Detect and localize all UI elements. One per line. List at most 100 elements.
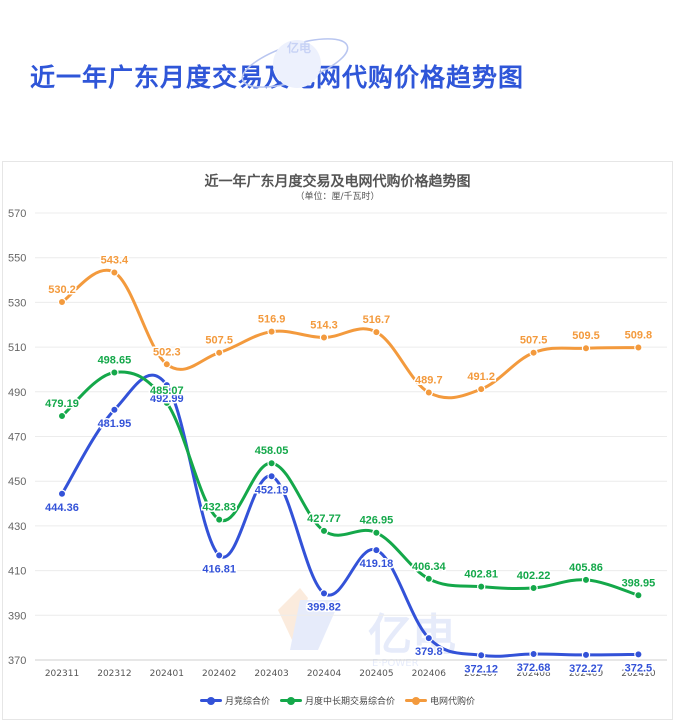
data-label-long-term: 479.19 xyxy=(45,398,79,410)
data-point-long-term[interactable] xyxy=(424,574,433,583)
data-point-monthly-bid[interactable] xyxy=(581,650,591,660)
legend-label: 月竞综合价 xyxy=(224,697,270,707)
x-tick-label: 202407 xyxy=(464,669,498,679)
data-label-grid-agent: 514.3 xyxy=(310,319,338,331)
y-tick-label: 550 xyxy=(8,253,26,265)
data-point-long-term[interactable] xyxy=(581,575,591,585)
data-point-grid-agent[interactable] xyxy=(529,348,538,357)
x-tick-label: 202312 xyxy=(97,669,131,679)
data-point-grid-agent[interactable] xyxy=(424,388,433,397)
data-label-grid-agent: 507.5 xyxy=(520,335,548,347)
data-label-long-term: 485.07 xyxy=(150,385,184,397)
data-label-grid-agent: 530.2 xyxy=(48,284,76,296)
x-tick-label: 202402 xyxy=(202,669,236,679)
data-point-monthly-bid[interactable] xyxy=(634,650,643,659)
x-tick-label: 202403 xyxy=(254,669,288,679)
legend-item-grid-agent[interactable]: 电网代购价 xyxy=(405,694,475,707)
y-tick-label: 490 xyxy=(8,387,26,399)
data-label-long-term: 426.95 xyxy=(360,515,394,527)
x-tick-label: 202408 xyxy=(516,669,551,679)
x-tick-label: 202311 xyxy=(45,669,79,679)
data-label-grid-agent: 543.4 xyxy=(101,254,129,266)
series-line-monthly-bid xyxy=(60,373,640,658)
data-point-long-term[interactable] xyxy=(214,515,224,524)
data-point-long-term[interactable] xyxy=(319,526,329,536)
data-label-long-term: 402.81 xyxy=(464,569,498,581)
data-point-grid-agent[interactable] xyxy=(477,384,486,394)
y-tick-label: 370 xyxy=(8,655,26,667)
data-label-grid-agent: 509.5 xyxy=(572,330,600,342)
chart-watermark: 亿电 E·POWER xyxy=(278,588,456,669)
data-label-monthly-bid: 372.5 xyxy=(625,662,653,674)
data-label-grid-agent: 516.7 xyxy=(363,314,391,326)
x-tick-label: 202401 xyxy=(150,669,184,679)
x-tick-label: 202409 xyxy=(569,669,604,679)
data-label-grid-agent: 516.9 xyxy=(258,314,286,326)
x-tick-label: 202405 xyxy=(359,669,393,679)
data-point-grid-agent[interactable] xyxy=(162,360,171,369)
data-point-grid-agent[interactable] xyxy=(214,348,224,357)
data-point-monthly-bid[interactable] xyxy=(319,589,329,598)
data-point-long-term[interactable] xyxy=(372,528,381,537)
data-label-monthly-bid: 452.19 xyxy=(255,484,289,496)
y-tick-label: 530 xyxy=(8,297,26,309)
data-labels: 444.36 481.95 492.99 416.81 452.19 399.82 419.… xyxy=(44,253,657,677)
y-tick-label: 510 xyxy=(8,342,26,354)
y-tick-label: 470 xyxy=(8,432,26,444)
data-point-grid-agent[interactable] xyxy=(581,344,591,353)
legend-item-monthly-bid[interactable]: 月竞综合价 xyxy=(199,694,270,707)
data-point-long-term[interactable] xyxy=(529,583,538,593)
data-label-monthly-bid: 444.36 xyxy=(45,502,79,514)
data-point-long-term[interactable] xyxy=(110,368,119,377)
legend: 月竞综合价 月度中长期交易综合价 电网代购价 xyxy=(0,694,675,707)
data-point-grid-agent[interactable] xyxy=(57,297,67,307)
data-point-long-term[interactable] xyxy=(57,411,67,421)
data-point-long-term[interactable] xyxy=(162,398,171,408)
data-point-long-term[interactable] xyxy=(267,459,276,468)
data-point-monthly-bid[interactable] xyxy=(529,649,538,659)
y-tick-label: 570 xyxy=(8,208,26,220)
x-tick-label: 202410 xyxy=(621,669,656,679)
data-point-long-term[interactable] xyxy=(634,591,643,600)
data-label-monthly-bid: 416.81 xyxy=(202,563,236,575)
data-label-monthly-bid: 372.27 xyxy=(569,663,603,675)
data-label-long-term: 432.83 xyxy=(202,502,236,514)
logo-watermark-top: 亿电 xyxy=(241,38,349,88)
data-point-long-term[interactable] xyxy=(477,582,486,591)
y-tick-label: 450 xyxy=(8,476,26,488)
legend-item-long-term[interactable]: 月度中长期交易综合价 xyxy=(279,694,395,707)
data-label-long-term: 498.65 xyxy=(98,354,132,366)
legend-label: 电网代购价 xyxy=(430,697,476,707)
data-point-grid-agent[interactable] xyxy=(110,268,119,277)
data-label-monthly-bid: 492.99 xyxy=(150,393,184,405)
chart-title: 近一年广东月度交易及电网代购价格趋势图 xyxy=(204,174,471,190)
y-tick-label: 410 xyxy=(8,566,26,578)
data-point-grid-agent[interactable] xyxy=(372,327,381,337)
legend-label: 月度中长期交易综合价 xyxy=(304,697,395,707)
data-point-monthly-bid[interactable] xyxy=(162,380,171,390)
data-label-grid-agent: 491.2 xyxy=(467,371,495,383)
data-point-monthly-bid[interactable] xyxy=(372,545,381,555)
data-point-grid-agent[interactable] xyxy=(267,327,276,336)
data-label-monthly-bid: 481.95 xyxy=(98,418,132,430)
data-point-monthly-bid[interactable] xyxy=(424,633,433,643)
x-tick-label: 202406 xyxy=(412,669,447,679)
data-point-monthly-bid[interactable] xyxy=(110,405,119,414)
y-tick-label: 430 xyxy=(8,521,26,533)
data-label-monthly-bid: 419.18 xyxy=(360,558,394,570)
data-label-grid-agent: 507.5 xyxy=(205,335,233,347)
data-point-monthly-bid[interactable] xyxy=(57,489,67,499)
data-point-monthly-bid[interactable] xyxy=(267,472,276,481)
data-label-monthly-bid: 399.82 xyxy=(307,601,341,613)
data-point-grid-agent[interactable] xyxy=(634,343,643,352)
chart-subtitle: （单位：厘/千瓦时） xyxy=(295,192,380,202)
data-point-monthly-bid[interactable] xyxy=(477,651,486,660)
data-point-monthly-bid[interactable] xyxy=(214,551,224,560)
data-point-grid-agent[interactable] xyxy=(319,333,329,342)
series-lines xyxy=(57,268,643,660)
data-label-long-term: 427.77 xyxy=(307,513,341,525)
data-label-grid-agent: 509.8 xyxy=(625,330,653,342)
axes: 370 390 410 430 450 470 490 510 530 550 570 202311 2… xyxy=(8,208,656,679)
data-label-long-term: 406.34 xyxy=(412,561,447,573)
